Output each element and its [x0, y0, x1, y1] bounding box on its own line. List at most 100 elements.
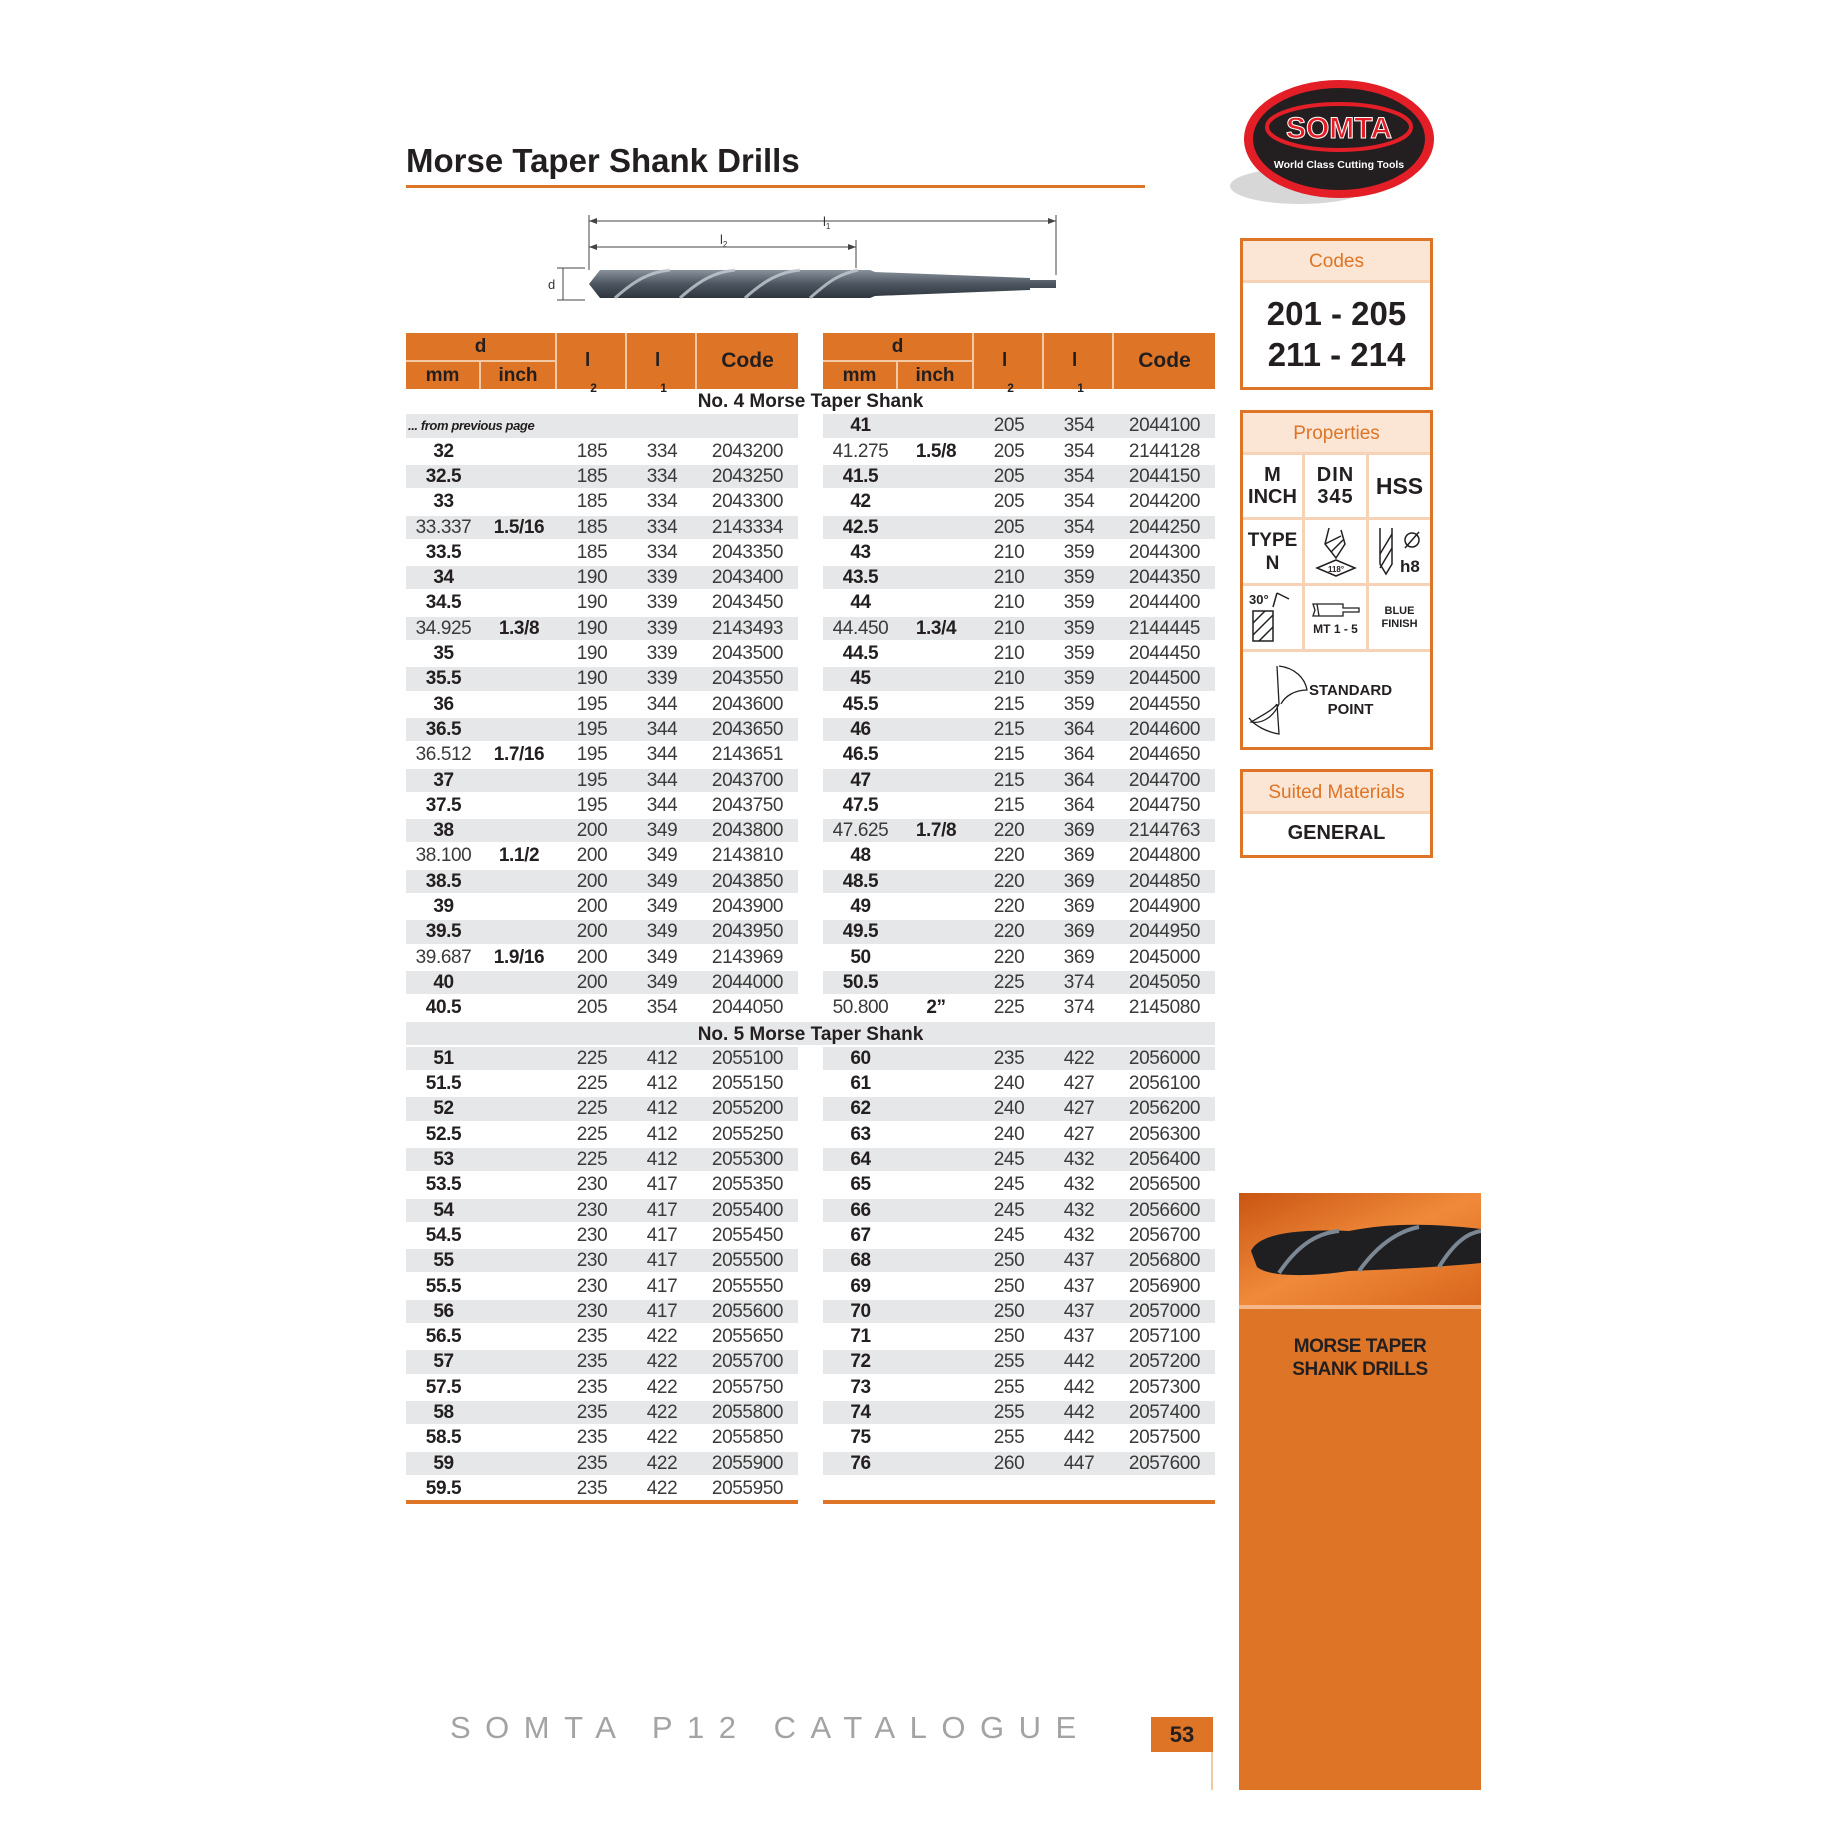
diameter-mm: 47.5 [842, 794, 879, 816]
flute-length-l2: 220 [993, 921, 1025, 943]
diameter-inch [481, 1477, 557, 1500]
diameter-mm: 33.5 [425, 541, 462, 563]
diameter-inch: 1.3/4 [915, 617, 957, 639]
overall-length-l1: 417 [646, 1300, 678, 1322]
l1-label: l1 [823, 214, 831, 231]
table-row: 55.5 230 417 2055550 [406, 1275, 798, 1300]
diameter-inch [481, 819, 557, 842]
product-code: 2143651 [711, 744, 784, 766]
diameter-mm: 49 [850, 896, 871, 917]
diameter-inch [481, 642, 557, 665]
diameter-mm: 42.5 [842, 516, 879, 538]
product-code: 2045000 [1128, 946, 1201, 968]
flute-length-l2: 185 [576, 516, 608, 538]
flute-length-l2: 225 [576, 1149, 608, 1170]
svg-text:118°: 118° [1327, 565, 1343, 574]
diameter-inch [898, 844, 974, 867]
overall-length-l1: 422 [646, 1402, 678, 1423]
flute-length-l2: 190 [576, 567, 608, 589]
product-code: 2144763 [1128, 820, 1201, 842]
diameter-inch [481, 895, 557, 918]
page-title: Morse Taper Shank Drills [406, 142, 800, 179]
overall-length-l1: 442 [1063, 1427, 1095, 1449]
table-end-rule-left [406, 1500, 798, 1504]
flute-length-l2: 195 [576, 769, 608, 791]
flute-length-l2: 225 [576, 1073, 608, 1095]
flute-length-l2: 190 [576, 592, 608, 614]
product-code: 2056200 [1128, 1098, 1201, 1120]
product-code: 2044500 [1128, 668, 1201, 690]
flute-length-l2: 220 [993, 946, 1025, 968]
table-row: 36.5 195 344 2043650 [406, 717, 798, 744]
diameter-inch [481, 591, 557, 614]
product-code: 2055950 [711, 1477, 784, 1499]
diameter-mm: 45 [850, 668, 871, 690]
product-code: 2044200 [1128, 491, 1201, 513]
table-row: 52 225 412 2055200 [406, 1097, 798, 1123]
diameter-mm: 76 [850, 1452, 871, 1474]
flute-length-l2: 215 [993, 718, 1025, 740]
product-code: 2057600 [1128, 1452, 1201, 1474]
table-row: 55 230 417 2055500 [406, 1249, 798, 1275]
overall-length-l1: 334 [646, 440, 678, 462]
continued-note: ... from previous page [408, 418, 535, 434]
overall-length-l1: 422 [646, 1427, 678, 1449]
product-code: 2044650 [1128, 744, 1201, 766]
table-row: 56.5 235 422 2055650 [406, 1325, 798, 1351]
product-code: 2143810 [711, 845, 784, 867]
diameter-inch [898, 591, 974, 614]
overall-length-l1: 422 [646, 1376, 678, 1398]
product-code: 2044400 [1128, 592, 1201, 614]
product-code: 2043850 [711, 870, 784, 892]
flute-length-l2: 230 [576, 1174, 608, 1196]
diameter-inch [898, 1047, 974, 1070]
flute-length-l2: 235 [576, 1351, 608, 1373]
diameter-mm: 56 [433, 1300, 454, 1322]
product-code: 2044450 [1128, 643, 1201, 664]
diameter-mm: 43.5 [842, 567, 879, 589]
product-code: 2056900 [1128, 1275, 1201, 1297]
table-row: 56 230 417 2055600 [406, 1299, 798, 1326]
table-row: 58.5 235 422 2055850 [406, 1426, 798, 1452]
table-row: 41.275 1.5/8 205 354 2144128 [823, 440, 1215, 465]
table-row: 46.5 215 364 2044650 [823, 743, 1215, 769]
diameter-inch [898, 1376, 974, 1399]
diameter-inch [898, 794, 974, 817]
overall-length-l1: 364 [1063, 718, 1095, 740]
table-row: 51 225 412 2055100 [406, 1046, 798, 1073]
flute-length-l2: 205 [993, 465, 1025, 487]
finish-property: BLUE FINISH [1369, 586, 1430, 652]
diameter-mm: 58.5 [425, 1427, 462, 1449]
header-d: d [406, 333, 557, 362]
codes-box: Codes 201 - 205 211 - 214 [1240, 238, 1433, 390]
flute-length-l2: 245 [993, 1149, 1025, 1170]
diameter-inch [898, 870, 974, 893]
overall-length-l1: 442 [1063, 1376, 1095, 1398]
standard-point-property: STANDARD POINT [1243, 652, 1430, 748]
diameter-mm: 67 [850, 1224, 871, 1246]
table-row: 53 225 412 2055300 [406, 1148, 798, 1174]
diameter-mm: 69 [850, 1275, 871, 1297]
overall-length-l1: 427 [1063, 1098, 1095, 1120]
overall-length-l1: 437 [1063, 1250, 1095, 1272]
diameter-inch [481, 693, 557, 716]
flute-length-l2: 210 [993, 643, 1025, 664]
diameter-mm: 64 [850, 1149, 871, 1170]
flute-length-l2: 190 [576, 617, 608, 639]
diameter-mm: 33 [433, 491, 454, 513]
diameter-mm: 54.5 [425, 1224, 462, 1246]
product-code: 2056100 [1128, 1073, 1201, 1095]
product-code: 2044600 [1128, 718, 1201, 740]
product-code: 2144445 [1128, 617, 1201, 639]
diameter-mm: 44.450 [832, 617, 889, 639]
flute-length-l2: 230 [576, 1275, 608, 1297]
table-row: 32.5 185 334 2043250 [406, 464, 798, 491]
table-row: 58 235 422 2055800 [406, 1401, 798, 1427]
table-row: 33.5 185 334 2043350 [406, 541, 798, 567]
shank-icon: MT 1 - 5 [1305, 586, 1369, 652]
flute-length-l2: 210 [993, 567, 1025, 589]
diameter-mm: 61 [850, 1073, 871, 1095]
